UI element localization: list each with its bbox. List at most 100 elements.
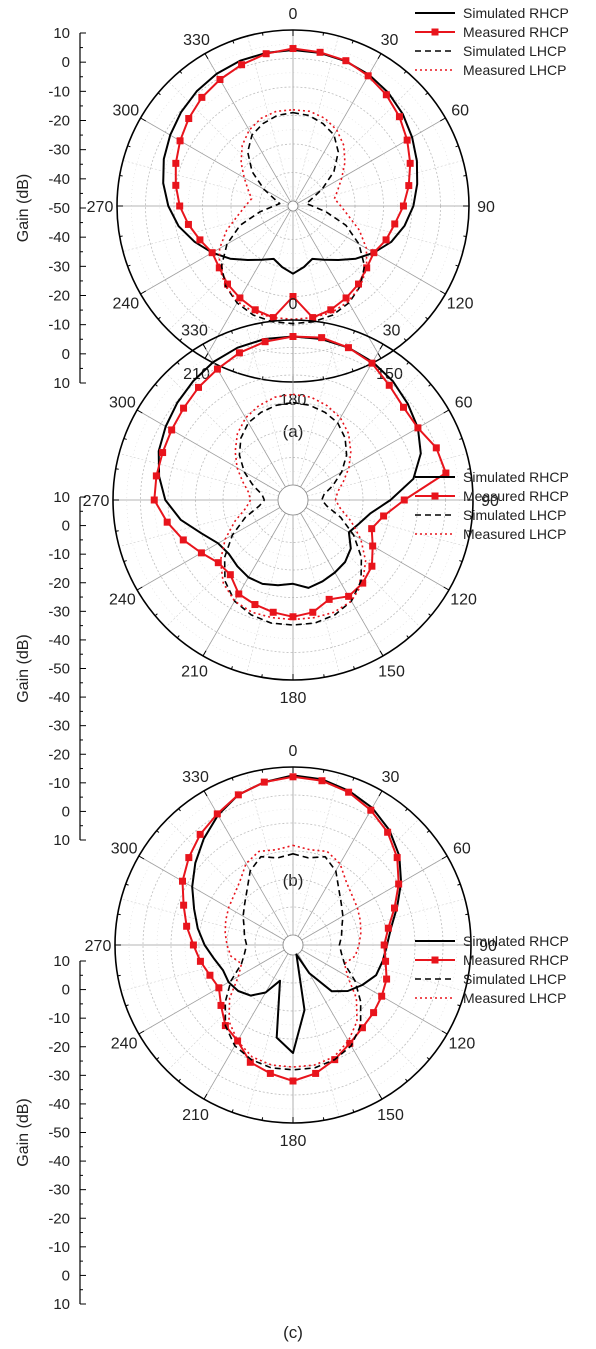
data-point-measured-rhcp [345,592,353,600]
angle-tick [231,777,234,781]
angle-label-0: 0 [289,743,298,760]
gain-axis-1: 10 0 -10 -20 -30 -40 -50 -40 -30 -20 -10 0 10 Gain (d… [15,25,86,392]
angle-label-330: 330 [183,32,210,49]
angle-tick [203,790,208,797]
gain-tick-label: -40 [48,1153,70,1170]
data-point-measured-rhcp [251,306,259,314]
grid-spoke-minor [166,951,287,1072]
data-point-measured-rhcp [206,971,214,979]
data-point-measured-rhcp [378,992,386,1000]
grid-spoke-minor [294,35,339,202]
data-point-measured-rhcp [195,383,203,391]
angle-label-60: 60 [451,103,469,120]
angle-tick [115,468,119,470]
angle-tick [138,855,145,860]
data-point-measured-rhcp [370,249,378,257]
data-point-measured-rhcp [391,220,399,228]
data-point-measured-rhcp [289,293,297,300]
angle-tick [323,322,325,326]
gain-tick-label: -20 [48,1210,70,1227]
data-point-measured-rhcp [238,61,246,69]
data-point-measured-rhcp [196,830,204,838]
grid-spoke-minor [302,898,466,943]
legend-marker [431,956,439,964]
angle-tick [378,1093,383,1100]
angle-tick [123,437,127,440]
angle-tick [467,530,471,532]
grid-spoke-minor [307,503,467,547]
data-point-measured-rhcp [325,595,333,603]
data-point-measured-rhcp [269,314,277,322]
angle-tick [351,40,354,44]
gain-tick-label: -20 [48,113,70,130]
data-point-measured-rhcp [369,542,377,550]
legend-entry: Simulated RHCP [463,933,569,949]
angle-tick [459,560,463,563]
legend-entry: Simulated LHCP [463,971,567,987]
gain-tick-label: 0 [62,346,70,363]
inner-ring [287,200,299,212]
data-point-measured-rhcp [442,469,450,477]
data-point-measured-rhcp [235,590,243,598]
data-point-measured-rhcp [185,115,193,123]
data-point-measured-rhcp [399,202,407,210]
legend-entry: Simulated RHCP [463,5,569,21]
angle-tick [115,530,119,532]
grid-spoke [297,953,383,1100]
gain-tick-label: -10 [48,546,70,563]
gain-tick-label: -10 [48,83,70,100]
grid-spoke [297,790,383,937]
angle-tick [178,808,181,812]
data-point-measured-rhcp [368,525,376,533]
data-point-measured-rhcp [358,1024,366,1032]
inner-ring [277,484,309,516]
angle-tick [204,53,209,60]
angle-tick [379,650,384,657]
angle-label-60: 60 [455,395,473,412]
angle-label-210: 210 [182,1107,209,1124]
gain-tick-label: -40 [48,229,70,246]
data-point-measured-rhcp [234,791,242,799]
data-point-measured-rhcp [208,249,216,257]
gain-tick-label: -10 [48,317,70,334]
gain-tick-label: -40 [48,632,70,649]
grid-spoke-minor [120,898,284,943]
angle-tick [443,409,450,414]
angle-tick [406,635,410,639]
panel-caption-3: (c) [283,1323,303,1342]
angle-tick [179,338,183,342]
angle-tick [176,635,180,639]
angle-label-30: 30 [383,322,401,339]
data-point-measured-rhcp [342,294,350,302]
gain-tick-label: -10 [48,1239,70,1256]
gain-tick-label: 0 [62,54,70,71]
angle-label-30: 30 [382,769,400,786]
angle-label-210: 210 [181,664,208,681]
angle-label-60: 60 [453,841,471,858]
grid-spoke-minor [246,326,290,486]
grid-spoke [136,507,281,591]
data-point-measured-rhcp [159,449,167,457]
grid-spoke-minor [297,160,464,205]
gain-axis-3: 10 0 -10 -20 -30 -40 -50 -40 -30 -20 -10 0 10 Gain (d… [15,953,86,1313]
angle-tick [232,40,235,44]
data-point-measured-rhcp [359,579,367,587]
angle-tick [154,613,158,617]
legend-entry: Measured LHCP [463,526,567,542]
grid-spoke-minor [120,947,284,992]
data-point-measured-rhcp [262,50,270,58]
data-point-measured-rhcp [380,941,388,949]
angle-tick [439,290,446,295]
data-point-measured-rhcp [189,941,197,949]
grid-spoke-minor [296,209,418,331]
data-point-measured-rhcp [217,1001,225,1009]
grid-spoke [202,512,286,657]
gain-tick-label: 10 [53,1296,70,1313]
angle-tick [352,777,355,781]
grid-spoke-minor [122,207,289,252]
data-point-measured-rhcp [318,777,326,785]
angle-tick [351,368,354,372]
legend-entry: Measured LHCP [463,990,567,1006]
